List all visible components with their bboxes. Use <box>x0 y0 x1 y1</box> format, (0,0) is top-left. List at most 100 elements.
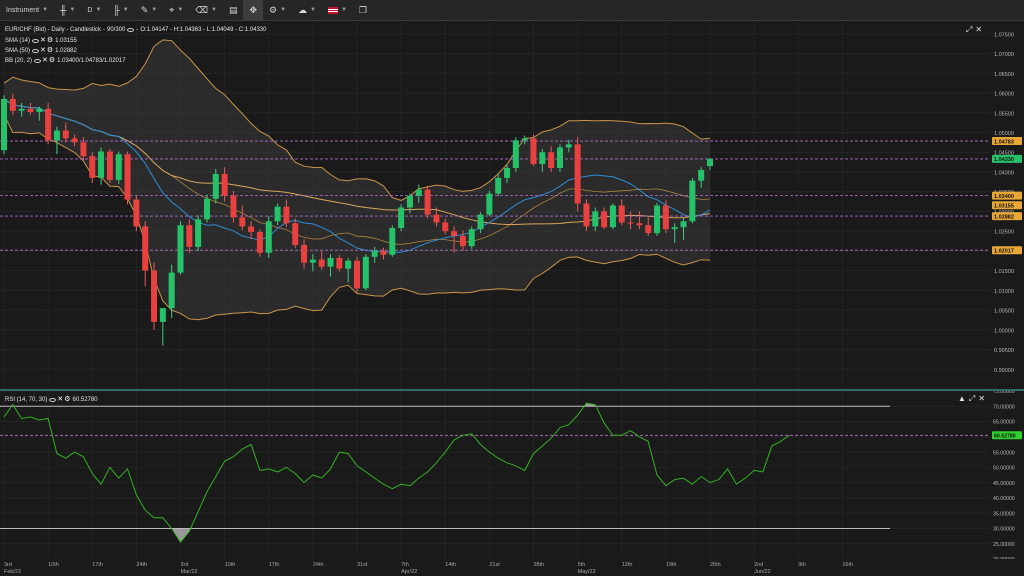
candle-body <box>195 219 202 247</box>
eye-icon[interactable] <box>34 58 42 63</box>
candle-body <box>389 227 396 255</box>
trash-icon: ⌫ <box>195 4 208 15</box>
layout-icon: ▤ <box>228 4 238 15</box>
price-level-tag <box>992 246 1022 255</box>
date-tick-label: 17th <box>269 562 280 568</box>
rsi-tick-label: 55.00000 <box>993 450 1015 456</box>
rsi-tick-label: 40.00000 <box>993 496 1015 502</box>
close-icon[interactable]: ✕ <box>975 25 983 34</box>
candle-body <box>362 256 369 289</box>
rsi-oversold-fill <box>171 528 191 543</box>
fullscreen-button[interactable]: ✥ <box>243 0 264 21</box>
candle-body <box>239 217 246 227</box>
price-tick-label: 1.05500 <box>994 111 1014 117</box>
window-button[interactable]: ❐ <box>353 0 373 21</box>
resize-icon[interactable]: ⤢ <box>968 394 976 403</box>
legend-sma14-label: SMA (14) <box>5 37 31 44</box>
chevron-down-icon: ▼ <box>151 7 158 13</box>
candle-body <box>424 189 431 215</box>
close-icon[interactable]: ✕ <box>42 57 48 64</box>
language-menu[interactable]: ▼ <box>322 0 353 21</box>
candle-body <box>265 221 272 253</box>
candle-body <box>318 259 325 267</box>
candle-body <box>186 225 193 247</box>
price-pane[interactable]: EUR/CHF (Bid) - Daily - Candlestick - 90… <box>0 22 990 389</box>
candle-body <box>451 231 458 236</box>
current-price-tag <box>992 154 1022 163</box>
date-axis: 3rd Feb/22 10th 17th 24th 3rd Mar/22 10th 17th 24… <box>0 559 1024 576</box>
eye-icon[interactable] <box>127 28 135 32</box>
price-tick-label: 1.00000 <box>994 328 1014 334</box>
gear-icon[interactable]: ⚙ <box>48 57 56 64</box>
date-tick-label: 28th <box>534 562 545 568</box>
price-chart[interactable] <box>0 22 990 389</box>
legend-title: EUR/CHF (Bid) - Daily - Candlestick <box>5 27 102 33</box>
date-tick-label: 16th <box>842 562 853 568</box>
candle-body <box>133 199 140 227</box>
candle-body <box>406 195 413 208</box>
price-level-tag-label: 1.03155 <box>994 204 1014 210</box>
candle-body <box>283 206 290 224</box>
candle-body <box>309 259 316 263</box>
instrument-label: Instrument <box>6 6 40 14</box>
legend-bb-label: BB (20, 2) <box>5 57 33 64</box>
candle-body <box>415 189 422 196</box>
instrument-menu[interactable]: Instrument ▼ <box>0 0 54 21</box>
drawing-menu[interactable]: ✎ ▼ <box>135 0 164 21</box>
price-level-tag <box>992 212 1022 221</box>
date-tick-label: 3rd <box>4 562 12 568</box>
price-pane-controls: ⤢ ✕ <box>966 25 982 35</box>
candle-body <box>504 168 511 178</box>
layout-button[interactable]: ▤ <box>223 0 244 21</box>
candle-body <box>327 257 334 267</box>
crosshair-menu[interactable]: ⌖ ▼ <box>163 0 189 21</box>
legend-sma50-value: 1.02882 <box>55 47 77 54</box>
period-menu[interactable]: D ▼ <box>81 0 107 21</box>
close-icon[interactable]: ✕ <box>40 47 46 54</box>
candle-body <box>106 151 113 180</box>
rsi-chart[interactable] <box>0 390 990 560</box>
date-tick-label: 10th <box>225 562 236 568</box>
candle-body <box>221 173 228 196</box>
close-icon[interactable]: ✕ <box>57 396 64 403</box>
legend-sma14-row: SMA (14) ✕ ⚙ 1.03155 <box>5 37 77 44</box>
candle-body <box>495 177 502 194</box>
candle-body <box>609 205 616 228</box>
gear-icon[interactable]: ⚙ <box>46 47 54 54</box>
delete-menu[interactable]: ⌫ ▼ <box>189 0 223 21</box>
eye-icon[interactable] <box>32 38 40 43</box>
indicator-menu[interactable]: ⚙ ▼ <box>263 0 292 21</box>
rsi-value-tag-label: 60.52780 <box>994 433 1016 439</box>
date-tick-label: 24th <box>313 562 324 568</box>
date-tick-label: 2nd <box>754 562 763 568</box>
close-icon[interactable]: ✕ <box>978 394 986 403</box>
chevron-down-icon: ▼ <box>280 7 287 13</box>
close-icon[interactable]: ✕ <box>40 37 46 44</box>
legend-count: 90/300 <box>107 27 126 33</box>
rsi-axis-scale: 75.0000070.0000065.0000060.0000055.00000… <box>992 389 1022 563</box>
chart-type-menu[interactable]: ╫ ▼ <box>54 0 81 21</box>
window-icon: ❐ <box>358 4 368 15</box>
rsi-pane[interactable]: RSI (14, 70, 30) ✕ ⚙ 60.52780 ▲ ⤢ ✕ <box>0 390 990 560</box>
gear-icon[interactable]: ⚙ <box>46 37 54 44</box>
candle-body <box>53 130 60 141</box>
candle-body <box>292 223 299 245</box>
legend-title-row: EUR/CHF (Bid) - Daily - Candlestick - 90… <box>5 27 267 33</box>
eye-icon[interactable] <box>32 48 40 53</box>
gear-icon[interactable]: ⚙ <box>64 396 71 403</box>
resize-icon[interactable]: ⤢ <box>966 25 973 34</box>
bar-chart-menu[interactable]: ╟ ▼ <box>107 0 134 21</box>
eye-icon[interactable] <box>49 397 57 402</box>
arrow-up-icon[interactable]: ▲ <box>958 394 966 403</box>
theme-menu[interactable]: ☁ ▼ <box>292 0 322 21</box>
flag-icon <box>328 6 338 14</box>
candle-body <box>654 205 661 234</box>
candle-body <box>9 98 16 111</box>
candle-body <box>256 231 263 253</box>
candle-body <box>274 206 281 222</box>
date-tick-label: 19th <box>666 562 677 568</box>
price-axis: 1.07500 1.07000 1.06500 1.06000 1.05500 1.050… <box>990 22 1024 389</box>
period-label: D <box>87 6 93 14</box>
pane-divider[interactable] <box>0 389 1024 391</box>
